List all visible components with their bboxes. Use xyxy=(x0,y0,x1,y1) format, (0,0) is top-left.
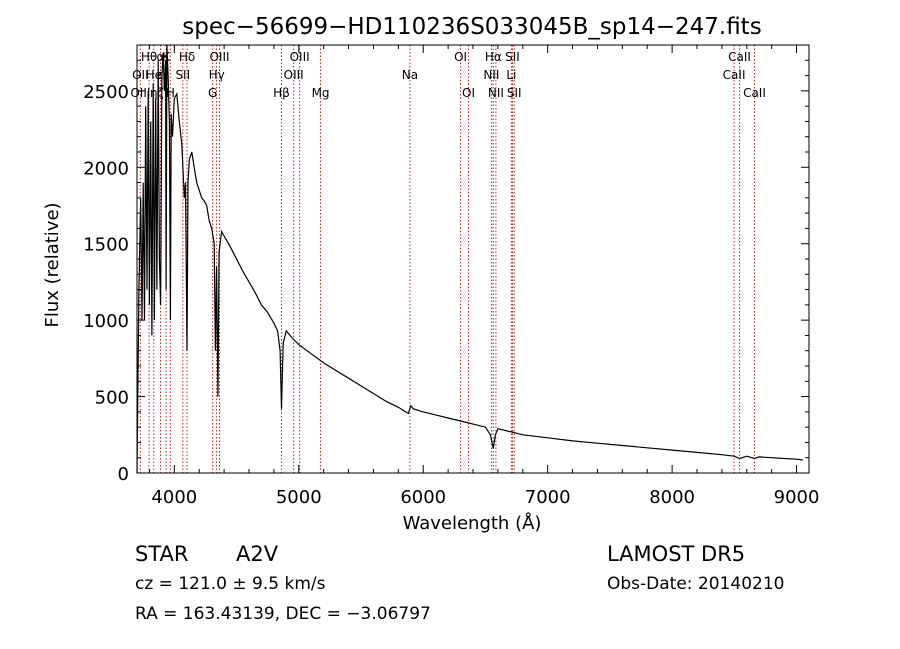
x-tick-label: 7000 xyxy=(525,487,571,508)
plot-frame xyxy=(136,44,810,474)
y-tick-label: 1500 xyxy=(83,235,129,256)
y-axis-label: Flux (relative) xyxy=(42,202,63,327)
x-tick-label: 9000 xyxy=(774,487,820,508)
spectral-line-label: Hδ xyxy=(179,50,195,64)
spectral-line-label: NII xyxy=(483,68,499,82)
ra-dec: RA = 163.43139, DEC = −3.06797 xyxy=(135,604,431,624)
spectral-line-label: α xyxy=(157,50,165,64)
spectral-line-label: Hα xyxy=(485,50,502,64)
chart-title: spec−56699−HD110236S033045B_sp14−247.fit… xyxy=(182,14,761,40)
spectral-line-label: OIII xyxy=(284,68,304,82)
spectral-subclass: A2V xyxy=(236,542,279,566)
spectral-line-label: CaII xyxy=(723,68,746,82)
spectral-line-label: OIII xyxy=(130,86,150,100)
obs-date: Obs-Date: 20140210 xyxy=(607,574,785,594)
x-tick-label: 5000 xyxy=(276,487,322,508)
y-tick-label: 2000 xyxy=(83,158,129,179)
y-tick-label: 1000 xyxy=(83,311,129,332)
spectral-line-label: ε xyxy=(157,68,164,82)
y-axis-ticks: 0 500 1000 1500 2000 2500 xyxy=(83,59,809,485)
spectral-line-label: NII xyxy=(488,86,504,100)
spectral-line-label: SII xyxy=(505,50,520,64)
survey-name: LAMOST DR5 xyxy=(607,542,746,566)
spectral-line-label: Li xyxy=(506,68,516,82)
spectral-line-label: SII xyxy=(507,86,522,100)
spectral-line-label: OII xyxy=(132,68,149,82)
spectral-line-label: OI xyxy=(454,50,467,64)
spectral-line-label: OIII xyxy=(290,50,310,64)
spectral-line-label: G xyxy=(208,86,217,100)
spectral-line-label: ζ xyxy=(157,86,164,100)
spectral-line-label: CaII xyxy=(743,86,766,100)
spectral-line-label: OI xyxy=(462,86,475,100)
spectrum-line xyxy=(136,44,803,474)
x-axis-label: Wavelength (Å) xyxy=(403,512,542,534)
redshift-cz: cz = 121.0 ± 9.5 km/s xyxy=(135,574,326,594)
spectral-line-label: Na xyxy=(402,68,418,82)
spectral-line-label: H xyxy=(166,86,175,100)
y-tick-label: 2500 xyxy=(83,82,129,103)
spectral-line-label: Hβ xyxy=(273,86,290,100)
x-tick-label: 4000 xyxy=(151,487,197,508)
y-tick-label: 500 xyxy=(95,388,129,409)
x-axis-ticks: 4000 5000 6000 7000 8000 9000 xyxy=(148,45,820,508)
spectral-line-markers xyxy=(139,45,755,473)
spectral-line-label: Mg xyxy=(312,86,330,100)
object-type: STAR xyxy=(135,542,189,566)
spectral-line-label: SII xyxy=(175,68,190,82)
x-tick-label: 6000 xyxy=(400,487,446,508)
x-tick-label: 8000 xyxy=(649,487,695,508)
spectral-line-label: Hγ xyxy=(209,68,225,82)
y-tick-label: 0 xyxy=(118,464,129,485)
spectral-line-label: OIII xyxy=(209,50,229,64)
spectral-line-label: Hθ xyxy=(141,50,157,64)
spectral-line-label: CaII xyxy=(728,50,751,64)
